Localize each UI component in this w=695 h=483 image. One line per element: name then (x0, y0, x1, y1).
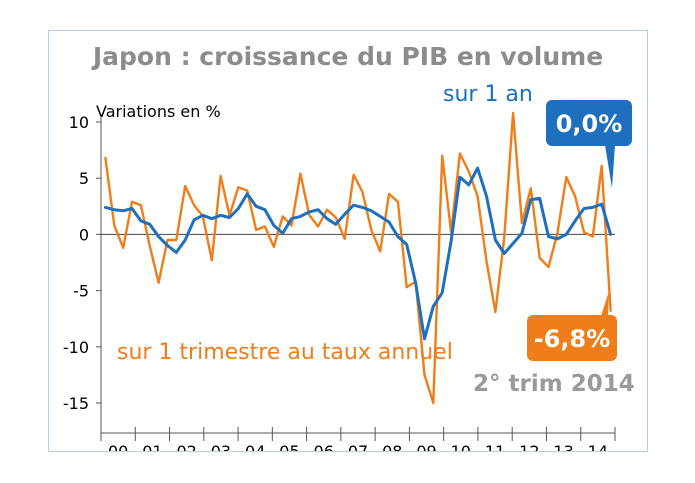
plot-area: 10 5 0 -5 -10 -15 00 01 02 03 04 05 06 07 08 09 10 11 12 13… (63, 111, 616, 451)
x-tick-label: 03 (211, 442, 231, 451)
chart-frame: Japon : croissance du PIB en volume Vari… (48, 30, 648, 452)
y-tick-label: -5 (73, 282, 89, 301)
quarterly-callout-pointer (601, 291, 609, 316)
y-tick-label: -15 (63, 394, 89, 413)
x-tick-label: 02 (176, 442, 196, 451)
x-tick-label: 08 (382, 442, 402, 451)
quarterly-series-label: sur 1 trimestre au taux annuel (117, 340, 453, 365)
quarterly-growth-line (104, 111, 612, 405)
annual-callout-pointer (605, 145, 615, 188)
x-tick-label: 00 (108, 442, 128, 451)
x-tick-label: 14 (588, 442, 608, 451)
x-tick-label: 01 (142, 442, 162, 451)
x-tick-label: 13 (553, 442, 573, 451)
x-tick-label: 06 (314, 442, 334, 451)
chart-canvas: Japon : croissance du PIB en volume Vari… (63, 42, 635, 451)
annual-growth-line (103, 166, 613, 341)
y-axis-label: Variations en % (96, 102, 221, 121)
annual-callout: 0,0% (546, 100, 632, 188)
y-tick-label: 10 (69, 113, 89, 132)
chart-title: Japon : croissance du PIB en volume (91, 42, 603, 71)
x-tick-label: 04 (245, 442, 265, 451)
x-tick-label: 12 (519, 442, 539, 451)
period-annotation: 2° trim 2014 (473, 371, 635, 397)
x-tick-label: 11 (485, 442, 505, 451)
annual-callout-value: 0,0% (556, 110, 623, 138)
quarterly-callout-box (527, 315, 617, 361)
y-tick-label: -10 (63, 338, 89, 357)
x-tick-label: 09 (416, 442, 436, 451)
annual-callout-box (546, 100, 632, 146)
y-tick-label: 5 (79, 169, 89, 188)
x-tick-label: 05 (279, 442, 299, 451)
quarterly-callout-value: -6,8% (534, 325, 611, 353)
annual-series-label: sur 1 an (443, 82, 533, 107)
y-tick-label: 0 (79, 225, 89, 244)
x-tick-label: 07 (348, 442, 368, 451)
quarterly-callout: -6,8% (527, 291, 617, 361)
x-tick-label: 10 (451, 442, 471, 451)
